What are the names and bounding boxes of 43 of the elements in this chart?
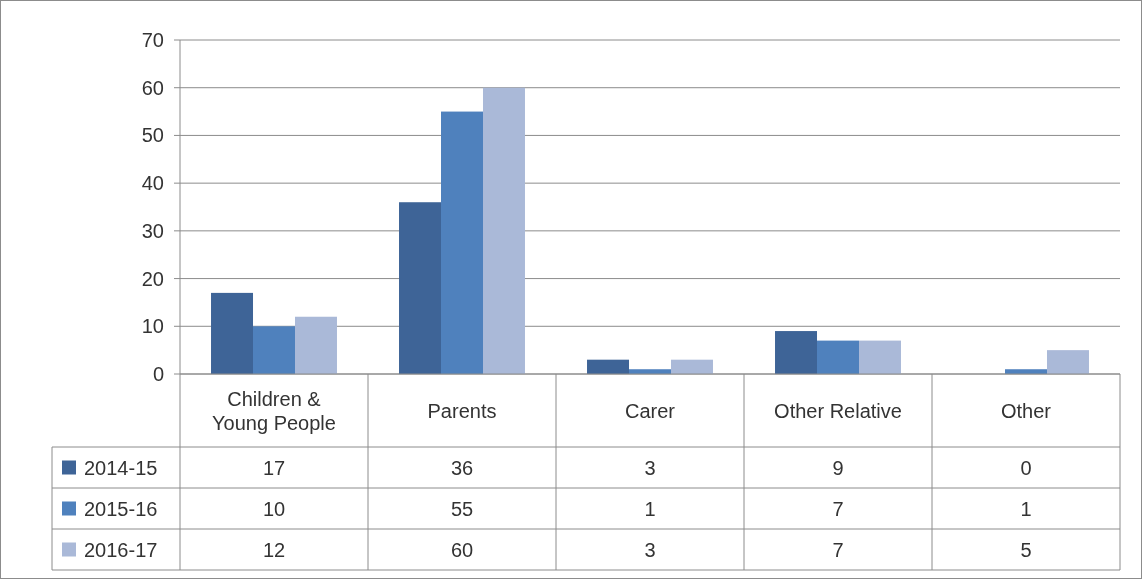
bar (587, 359, 630, 374)
bar (399, 202, 442, 374)
data-label: 9 (832, 456, 844, 479)
data-label: 1 (1020, 497, 1032, 520)
bar (294, 316, 337, 374)
x-tick-label: Carer (624, 399, 676, 422)
bar (670, 359, 713, 374)
x-tick-label: Other Relative (774, 399, 902, 422)
data-label: 5 (1020, 538, 1032, 561)
data-label: 7 (832, 538, 844, 561)
data-label: 60 (450, 538, 474, 561)
bar (775, 331, 818, 374)
bar (1046, 350, 1089, 374)
y-tick-label: 30 (141, 219, 164, 242)
bar (858, 340, 901, 374)
data-label: 10 (262, 497, 286, 520)
y-tick-label: 70 (141, 29, 164, 51)
data-label: 3 (644, 538, 656, 561)
x-tick-label: Other (1000, 399, 1052, 422)
y-tick-label: 60 (141, 76, 164, 99)
bar (253, 326, 295, 374)
x-tick-label: Parents (427, 399, 497, 422)
bar (211, 292, 254, 374)
bar (482, 87, 525, 374)
data-label: 36 (450, 456, 474, 479)
data-label: 55 (450, 497, 474, 520)
y-tick-label: 40 (141, 172, 164, 195)
data-label: 0 (1020, 456, 1032, 479)
data-label: 12 (262, 538, 286, 561)
y-tick-label: 20 (141, 267, 164, 290)
legend-label: 2015-16 (84, 497, 158, 520)
data-label: 17 (262, 456, 286, 479)
data-label: 1 (644, 497, 656, 520)
bar (817, 340, 859, 374)
y-tick-label: 50 (141, 124, 164, 147)
x-tick-label: Children & Young People (212, 387, 336, 434)
y-tick-label: 10 (141, 315, 164, 338)
data-label: 3 (644, 456, 656, 479)
y-tick-label: 0 (152, 363, 164, 385)
data-label: 7 (832, 497, 844, 520)
bar (441, 111, 483, 374)
legend-label: 2014-15 (84, 456, 158, 479)
legend-label: 2016-17 (84, 538, 158, 561)
